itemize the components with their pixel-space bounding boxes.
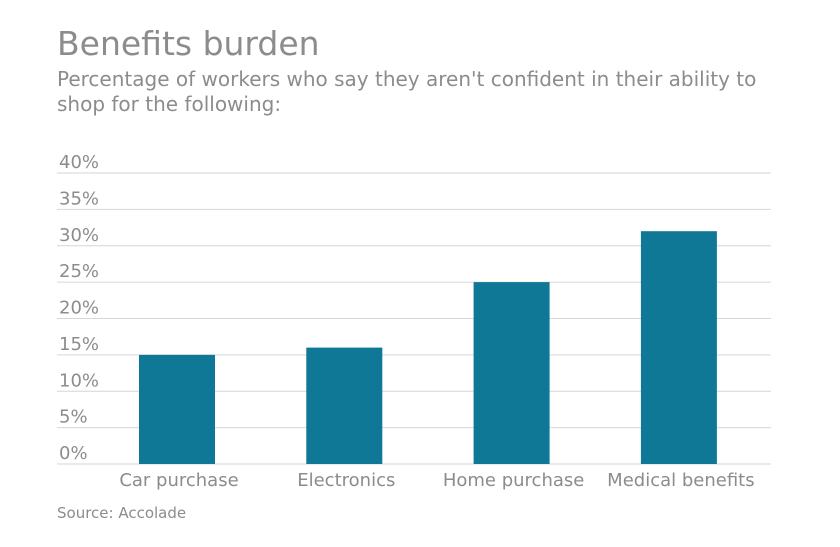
bars <box>139 231 717 464</box>
y-tick-label: 10% <box>59 370 99 391</box>
y-tick-label: 40% <box>59 152 99 173</box>
y-tick-label: 30% <box>59 225 99 246</box>
bar-home-purchase <box>473 282 550 464</box>
bar-car-purchase <box>139 354 215 464</box>
source-note: Source: Accolade <box>57 504 187 522</box>
bar-medical-benefits <box>640 231 717 464</box>
x-tick-label: Medical benefits <box>607 470 754 491</box>
y-tick-label: 25% <box>59 261 99 282</box>
chart-subtitle: Percentage of workers who say they aren'… <box>57 67 757 116</box>
x-tick-label: Home purchase <box>443 470 585 491</box>
x-axis-ticks: Car purchase Electronics Home purchase Medi… <box>119 470 754 491</box>
y-tick-label: 5% <box>59 407 88 428</box>
bar-electronics <box>306 347 383 464</box>
x-tick-label: Electronics <box>297 470 395 491</box>
y-tick-label: 20% <box>59 298 99 319</box>
x-tick-label: Car purchase <box>119 470 238 491</box>
y-axis-ticks: 0% 5% 10% 15% 20% 25% 30% 35% 40% <box>59 152 99 464</box>
y-tick-label: 0% <box>59 443 88 464</box>
y-tick-label: 15% <box>59 334 99 355</box>
chart-title: Benefits burden <box>57 24 320 63</box>
y-tick-label: 35% <box>59 188 99 209</box>
